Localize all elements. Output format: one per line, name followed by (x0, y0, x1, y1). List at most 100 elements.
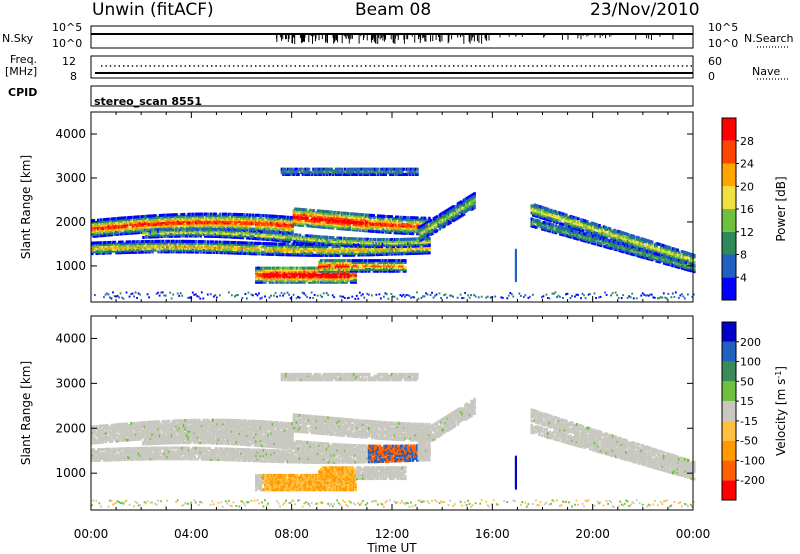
power-cell (319, 250, 323, 254)
power-cell (259, 245, 263, 249)
power-cell (196, 231, 199, 235)
power-cell (185, 234, 189, 238)
power-cell (274, 238, 278, 242)
power-cell (277, 275, 281, 279)
power-cell (318, 260, 321, 264)
power-cell (295, 221, 299, 225)
power-cell (223, 221, 227, 225)
power-cell (235, 221, 239, 225)
power-cell (279, 273, 282, 277)
power-cell (238, 225, 242, 229)
power-cell (357, 216, 360, 220)
power-cell (360, 218, 363, 222)
power-cell (115, 220, 118, 224)
power-cell (98, 248, 102, 252)
power-cell (199, 241, 202, 245)
power-cell (229, 242, 233, 246)
power-cell (274, 273, 278, 277)
power-cell (312, 268, 315, 272)
power-cell (151, 226, 154, 230)
power-cell (190, 216, 193, 220)
power-cell (295, 209, 299, 213)
power-cell (352, 280, 356, 284)
power-cell (155, 239, 159, 243)
power-cell (328, 248, 332, 252)
power-cell (297, 218, 300, 222)
power-cell (94, 231, 97, 235)
power-cell (255, 224, 258, 228)
power-cell (146, 225, 150, 229)
power-cell (170, 297, 173, 300)
power-cell (205, 216, 208, 220)
power-cell (307, 210, 311, 214)
power-cell (304, 217, 308, 221)
power-cell (264, 236, 267, 240)
power-cell (303, 239, 306, 243)
power-cell (318, 253, 321, 257)
power-cell (279, 216, 282, 220)
power-cell (283, 227, 287, 231)
power-cell (128, 230, 132, 234)
power-cell (292, 251, 296, 255)
power-cell (360, 220, 363, 224)
power-cell (325, 252, 329, 256)
power-cell (339, 172, 342, 176)
power-cell (100, 243, 103, 247)
power-cell (98, 225, 102, 229)
power-cell (357, 251, 360, 255)
power-cell (334, 273, 338, 277)
power-cell (283, 239, 287, 243)
power-cell (182, 229, 186, 233)
power-cell (221, 247, 225, 251)
power-cell (149, 233, 153, 237)
power-cell (297, 246, 300, 250)
power-cell (92, 219, 96, 223)
power-cell (235, 232, 239, 236)
power-cell (315, 214, 318, 218)
power-cell (306, 246, 309, 250)
power-cell (312, 296, 315, 299)
power-cell (188, 246, 192, 250)
power-cell (321, 167, 324, 171)
power-cell (355, 169, 359, 173)
power-cell (319, 238, 323, 242)
power-cell (259, 232, 263, 236)
station-title: Unwin (fitACF) (92, 0, 214, 20)
power-cell (340, 167, 344, 171)
power-cell (193, 229, 196, 233)
power-cell (179, 243, 183, 247)
power-cell (324, 210, 327, 214)
power-cell (173, 218, 177, 222)
power-cell (256, 237, 260, 241)
power-cell (267, 232, 270, 236)
power-cell (342, 275, 345, 279)
power-cell (318, 262, 321, 266)
power-cell (106, 251, 109, 255)
power-cell (214, 212, 218, 216)
power-cell (163, 217, 166, 221)
power-cell (113, 220, 117, 224)
power-cell (336, 269, 339, 273)
power-cell (316, 278, 320, 282)
power-cell (360, 244, 363, 248)
power-cell (252, 294, 254, 297)
power-cell (261, 245, 264, 249)
power-cell (324, 222, 327, 226)
power-cell (280, 169, 284, 173)
power-cell (194, 229, 198, 233)
power-cell (140, 240, 144, 244)
power-cell (282, 227, 285, 231)
power-cell (250, 222, 254, 226)
power-cell (357, 223, 360, 227)
power-cell (268, 228, 272, 232)
power-cell (103, 225, 106, 229)
power-cell (261, 230, 264, 234)
power-cell (358, 220, 362, 224)
power-cell (297, 277, 300, 281)
power-cell (241, 230, 245, 234)
power-cell (212, 212, 216, 216)
power-cell (179, 239, 183, 243)
power-cell (277, 227, 281, 231)
power-cell (348, 260, 351, 264)
power-cell (136, 222, 139, 226)
